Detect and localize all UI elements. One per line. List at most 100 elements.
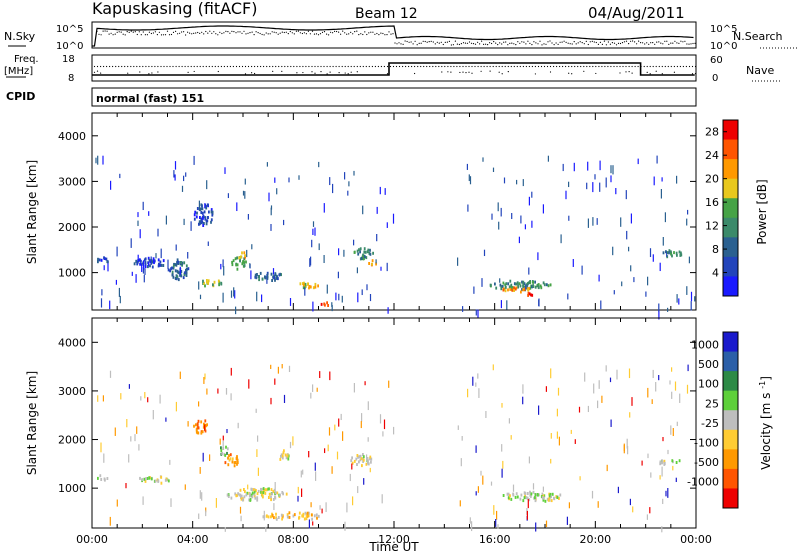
scatter-cell	[136, 262, 139, 266]
nsearch-dot	[334, 30, 336, 32]
speckle-cell	[100, 298, 103, 308]
nsearch-dot	[541, 44, 543, 46]
scatter-cell	[243, 261, 246, 265]
scatter-cell	[185, 268, 187, 272]
nsearch-dot	[573, 41, 575, 43]
nave-dot	[664, 65, 666, 68]
x-tick-label: 20:00	[579, 533, 611, 546]
scatter-cell	[185, 264, 188, 268]
speckle-cell	[270, 397, 272, 405]
scatter-cell	[228, 458, 231, 462]
speckle-cell	[632, 506, 634, 513]
nsearch-dot	[168, 34, 171, 36]
nsearch-dot	[257, 31, 259, 34]
scatter-cell	[501, 285, 504, 288]
scatter-cell	[305, 514, 308, 518]
scatter-cell	[539, 284, 542, 288]
y-tick-label: 4000	[58, 336, 86, 349]
speckle-cell	[312, 301, 314, 312]
speckle-cell	[573, 162, 575, 172]
date-title: 04/Aug/2011	[588, 4, 685, 22]
nsearch-dot	[625, 40, 628, 42]
scatter-cell	[225, 445, 227, 449]
nave-dot	[350, 71, 352, 73]
nave-dot	[214, 65, 216, 68]
speckle-cell	[587, 405, 589, 413]
speckle-cell	[324, 448, 326, 454]
nave-dot	[423, 65, 425, 68]
freq-label: Freq.	[14, 54, 39, 65]
speckle-cell	[173, 170, 175, 178]
nsearch-dot	[249, 31, 251, 34]
scatter-cell	[360, 257, 363, 260]
nsearch-dot	[181, 31, 183, 33]
scatter-cell	[510, 283, 513, 287]
colorbar-segment	[723, 139, 738, 160]
scatter-cell	[537, 493, 539, 497]
nsearch-dot	[164, 34, 167, 36]
speckle-cell	[137, 212, 139, 218]
scatter-cell	[553, 496, 555, 500]
scatter-cell	[97, 476, 99, 480]
speckle-cell	[198, 513, 200, 520]
speckle-cell	[142, 496, 144, 505]
speckle-cell	[613, 290, 615, 295]
speckle-cell	[667, 488, 669, 498]
nsearch-dot	[585, 40, 587, 43]
speckle-cell	[312, 384, 314, 392]
nsearch-dot	[531, 44, 533, 46]
colorbar-segment	[723, 120, 738, 141]
speckle-cell	[167, 259, 169, 269]
speckle-cell	[475, 491, 477, 496]
velocity-ylabel: Slant Range [km]	[25, 371, 39, 475]
scatter-cell	[137, 260, 139, 264]
speckle-cell	[661, 177, 663, 182]
scatter-cell	[226, 451, 228, 455]
speckle-cell	[645, 291, 647, 297]
scatter-cell	[548, 492, 551, 496]
speckle-cell	[492, 167, 495, 173]
scatter-cell	[245, 493, 248, 497]
speckle-cell	[183, 218, 185, 226]
power-scatter	[95, 155, 696, 320]
scatter-cell	[350, 459, 353, 463]
scatter-cell	[353, 459, 356, 463]
nave-dot	[595, 65, 597, 68]
speckle-cell	[661, 466, 663, 477]
nsearch-dot	[183, 31, 185, 33]
scatter-cell	[203, 281, 205, 285]
nsearch-dot	[523, 41, 525, 43]
speckle-cell	[676, 421, 678, 427]
speckle-cell	[637, 158, 639, 165]
nave-dot	[338, 72, 340, 74]
speckle-cell	[542, 486, 544, 492]
nave-dot	[257, 65, 259, 68]
nsearch-dot	[448, 40, 450, 43]
nsearch-dot	[519, 42, 521, 44]
nave-dot	[347, 73, 349, 75]
colorbar-segment	[723, 429, 738, 450]
nsearch-dot	[255, 31, 257, 33]
speckle-cell	[629, 412, 631, 418]
scatter-cell	[210, 218, 213, 222]
speckle-cell	[283, 394, 286, 404]
speckle-cell	[649, 248, 652, 258]
nsearch-dot	[662, 43, 664, 45]
speckle-cell	[174, 174, 176, 181]
speckle-cell	[650, 472, 652, 478]
speckle-cell	[690, 301, 692, 311]
scatter-cell	[366, 457, 369, 460]
scatter-cell	[148, 476, 151, 480]
nave-dot	[658, 65, 660, 68]
nave-dot	[281, 65, 283, 68]
scatter-cell	[159, 260, 162, 264]
scatter-cell	[182, 276, 185, 280]
nsearch-dot	[551, 42, 553, 44]
nsearch-dot	[400, 43, 402, 45]
speckle-cell	[198, 401, 200, 407]
scatter-cell	[249, 498, 252, 502]
nave-dot	[148, 65, 150, 68]
speckle-cell	[102, 395, 104, 402]
power-frame	[91, 112, 697, 311]
speckle-cell	[277, 366, 279, 374]
